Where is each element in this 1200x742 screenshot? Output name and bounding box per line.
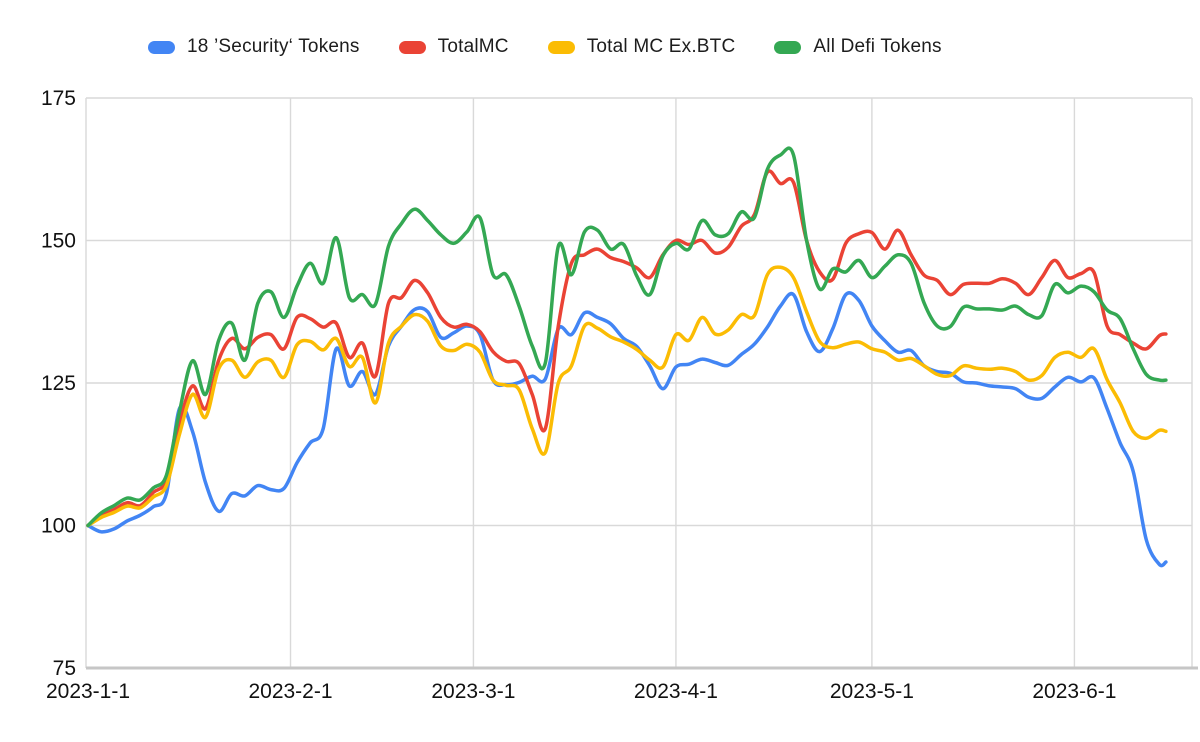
x-axis-tick-label: 2023-3-1 xyxy=(431,680,515,703)
legend-swatch-icon xyxy=(774,40,802,54)
series-line-total-mc-ex-btc xyxy=(86,265,1168,528)
legend-item: Total MC Ex.BTC xyxy=(547,36,736,58)
legend-swatch-icon xyxy=(398,40,426,54)
x-axis-tick-label: 2023-5-1 xyxy=(830,680,914,703)
y-axis-tick-label: 125 xyxy=(41,372,76,395)
legend-item: All Defi Tokens xyxy=(774,36,942,58)
x-axis-tick-label: 2023-6-1 xyxy=(1032,680,1116,703)
series-line-all-defi-tokens xyxy=(86,146,1168,528)
series-line-18-security-tokens xyxy=(86,291,1168,568)
x-axis-tick-label: 2023-1-1 xyxy=(46,680,130,703)
legend-item: TotalMC xyxy=(398,36,509,58)
legend-label: TotalMC xyxy=(437,36,509,57)
legend-label: All Defi Tokens xyxy=(813,36,942,57)
y-axis-tick-label: 75 xyxy=(53,657,76,680)
series-line-totalmc xyxy=(86,169,1168,528)
legend-label: 18 ’Security‘ Tokens xyxy=(187,36,360,57)
legend-item: 18 ’Security‘ Tokens xyxy=(148,36,360,58)
y-axis-tick-label: 175 xyxy=(41,87,76,110)
chart-legend: 18 ’Security‘ Tokens TotalMC Total MC Ex.B… xyxy=(148,33,942,61)
legend-swatch-icon xyxy=(547,40,575,54)
y-axis-tick-label: 150 xyxy=(41,230,76,253)
y-axis-tick-label: 100 xyxy=(41,515,76,538)
legend-label: Total MC Ex.BTC xyxy=(586,36,736,57)
legend-swatch-icon xyxy=(148,40,175,54)
x-axis-tick-label: 2023-2-1 xyxy=(248,680,332,703)
x-axis-tick-label: 2023-4-1 xyxy=(634,680,718,703)
